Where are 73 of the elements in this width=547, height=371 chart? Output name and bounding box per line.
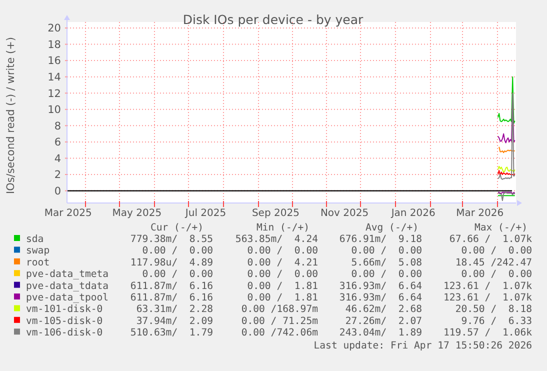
text: 563.85m/ 4.24: [235, 234, 318, 245]
text: 611.87m/ 6.16: [130, 292, 214, 304]
y-axis-title: IOs/second read (-) / write (+): [5, 36, 17, 194]
x-tick-label: Jan 2026: [390, 208, 436, 219]
text: 779.38m/ 8.55: [130, 234, 214, 245]
text: 611.87m/ 6.16: [130, 280, 214, 292]
line-series: [497, 76, 516, 124]
text: 316.93m/ 6.64: [339, 292, 422, 304]
y-tick-label: 10: [48, 104, 61, 116]
text: 20.50 / 8.18: [455, 304, 532, 316]
text: 0.00 / 0.00: [142, 269, 214, 280]
x-tick-label: May 2025: [112, 208, 162, 219]
x-tick-label: Mar 2025: [44, 208, 92, 219]
text: 123.61 / 1.07k: [444, 292, 532, 304]
text: 46.62m/ 2.68: [345, 304, 422, 316]
y-tick-label: 16: [48, 55, 62, 68]
x-tick-label: Sep 2025: [252, 208, 300, 219]
text: 0.00 / 71.25m: [241, 316, 318, 327]
text: 243.04m/ 1.89: [339, 328, 422, 339]
y-tick-label: 18: [48, 38, 61, 51]
text: 37.94m/ 2.09: [136, 316, 214, 327]
legend-label: vm-106-disk-0: [26, 328, 103, 339]
text: 510.63m/ 1.79: [130, 328, 214, 339]
text: 676.91m/ 9.18: [339, 234, 422, 245]
text: 5.66m/ 5.08: [351, 257, 422, 268]
line-series: [497, 92, 516, 180]
legend-label: sda: [26, 234, 44, 245]
text: 0.00 / 0.00: [461, 269, 532, 280]
text: Min (-/+): [256, 222, 310, 234]
text: Max (-/+): [474, 222, 528, 234]
y-tick-label: 4: [54, 152, 62, 165]
y-tick-label: 20: [48, 22, 61, 35]
legend-label: root: [26, 257, 50, 268]
text: 0.00 / 0.00: [351, 269, 422, 280]
text: 0.00 / 4.21: [247, 257, 318, 268]
text: 9.76 / 6.33: [461, 316, 532, 327]
x-tick-label: Nov 2025: [320, 208, 369, 219]
y-tick-label: 0: [54, 185, 61, 198]
text: 18.45 /242.47: [455, 257, 532, 268]
x-tick-label: Jul 2025: [184, 208, 226, 219]
text: 0.00 / 1.81: [247, 280, 318, 292]
text: 119.57 / 1.06k: [444, 328, 532, 339]
text: 0.00 / 0.00: [247, 246, 318, 257]
text: Avg (-/+): [365, 222, 419, 234]
text: Last update: Fri Apr 17 15:50:26 2026: [314, 340, 532, 352]
text: 0.00 / 0.00: [142, 246, 214, 257]
text: 67.66 / 1.07k: [449, 234, 532, 245]
text: 0.00 /168.97m: [241, 304, 318, 316]
y-tick-label: 2: [54, 169, 61, 182]
x-tick-label: Mar 2026: [456, 208, 504, 219]
text: 27.26m/ 2.07: [345, 316, 422, 327]
legend-label: swap: [26, 246, 50, 257]
chart-title: Disk IOs per device - by year: [182, 12, 364, 27]
y-tick-label: 14: [48, 72, 62, 84]
y-tick-label: 12: [48, 88, 61, 100]
text: 63.31m/ 2.28: [136, 304, 214, 316]
text: 0.00 / 0.00: [461, 246, 532, 257]
text: 117.98u/ 4.89: [130, 257, 214, 268]
legend-label: vm-105-disk-0: [26, 316, 103, 327]
legend-label: vm-101-disk-0: [26, 304, 103, 316]
text: 0.00 / 1.81: [247, 292, 318, 304]
line-series: [497, 192, 516, 202]
y-tick-label: 6: [54, 136, 62, 149]
legend-label: pve-data_tdata: [26, 280, 109, 292]
legend-label: pve-data_tmeta: [26, 269, 109, 280]
y-tick-label: 8: [54, 120, 61, 132]
text: 0.00 /742.06m: [241, 328, 318, 339]
text: Cur (-/+): [150, 222, 204, 234]
legend-label: pve-data_tpool: [26, 292, 109, 304]
text: 0.00 / 0.00: [351, 246, 422, 257]
text: 123.61 / 1.07k: [444, 280, 532, 292]
text: 316.93m/ 6.64: [339, 280, 422, 292]
text: 0.00 / 0.00: [247, 269, 318, 280]
